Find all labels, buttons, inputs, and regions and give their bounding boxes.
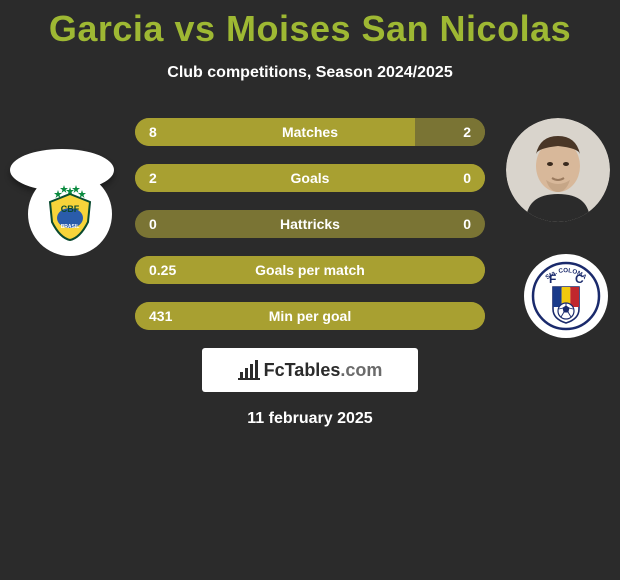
fc-santa-coloma-icon: Sta. COLOMA F C xyxy=(531,261,601,331)
svg-text:C: C xyxy=(575,272,584,286)
brand-text: FcTables.com xyxy=(264,360,383,381)
barchart-icon xyxy=(238,360,260,380)
club-logo-right: Sta. COLOMA F C xyxy=(524,254,608,338)
stat-row: 431Min per goal xyxy=(135,302,485,330)
stat-label: Matches xyxy=(135,124,485,140)
player-photo-right xyxy=(506,118,610,222)
stat-row: 00Hattricks xyxy=(135,210,485,238)
cbf-brazil-icon: CBF BRASIL xyxy=(38,182,102,246)
club-logo-left: CBF BRASIL xyxy=(28,172,112,256)
brand-suffix: .com xyxy=(340,360,382,380)
stat-rows: 82Matches 20Goals 00Hattricks 0.25Goals per… xyxy=(135,118,485,330)
date-label: 11 february 2025 xyxy=(0,410,620,428)
stat-label: Min per goal xyxy=(135,308,485,324)
subtitle: Club competitions, Season 2024/2025 xyxy=(0,64,620,82)
svg-text:CBF: CBF xyxy=(61,204,80,214)
page-title: Garcia vs Moises San Nicolas xyxy=(0,0,620,50)
stat-label: Goals xyxy=(135,170,485,186)
svg-text:F: F xyxy=(549,272,556,286)
player-avatar-icon xyxy=(506,118,610,222)
svg-text:BRASIL: BRASIL xyxy=(61,224,80,230)
stat-label: Hattricks xyxy=(135,216,485,232)
stats-area: CBF BRASIL xyxy=(0,118,620,330)
stat-label: Goals per match xyxy=(135,262,485,278)
stat-row: 0.25Goals per match xyxy=(135,256,485,284)
brand-name: FcTables xyxy=(264,360,341,380)
stat-row: 20Goals xyxy=(135,164,485,192)
stat-row: 82Matches xyxy=(135,118,485,146)
brand-box[interactable]: FcTables.com xyxy=(202,348,418,392)
